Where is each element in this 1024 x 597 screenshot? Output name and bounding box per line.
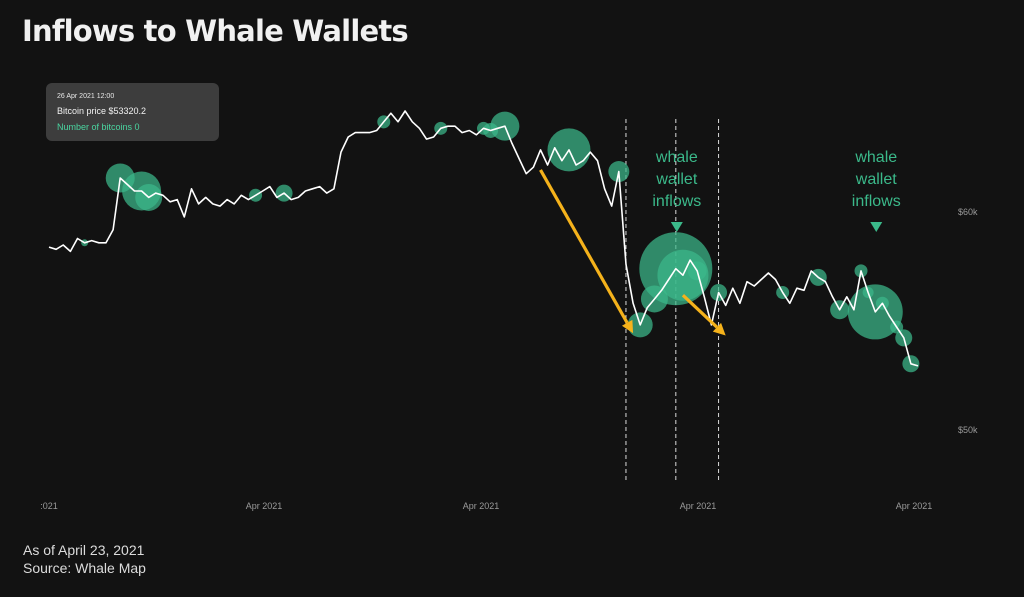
arrow-head: [712, 322, 726, 336]
decline-arrow-1: [539, 169, 634, 334]
annotation-text: wallet: [655, 171, 697, 188]
x-tick-label: Apr 2021: [896, 501, 933, 511]
y-tick-label: $50k: [958, 425, 978, 435]
axes: :021 Apr 2021 Apr 2021 Apr 2021 Apr 2021 $60k…: [40, 207, 978, 511]
x-tick-label: Apr 2021: [680, 501, 717, 511]
tooltip-price: Bitcoin price $53320.2: [57, 106, 147, 116]
inflow-bubbles: [81, 111, 920, 373]
annotation-2: whale wallet inflows: [852, 149, 901, 232]
price-line: [48, 110, 919, 367]
x-tick-label: :021: [40, 501, 58, 511]
decline-arrow-2: [681, 294, 726, 336]
annotations: whale wallet inflows whale wallet inflows: [652, 149, 901, 232]
source: Source: Whale Map: [23, 560, 146, 576]
decline-arrows: [539, 169, 726, 336]
chevron-down-icon: [870, 222, 883, 232]
y-tick-label: $60k: [958, 207, 978, 217]
footnote: As of April 23, 2021 Source: Whale Map: [23, 541, 146, 577]
tooltip-date: 26 Apr 2021 12:00: [57, 93, 115, 100]
tooltip-count: Number of bitcoins 0: [57, 122, 140, 132]
annotation-text: inflows: [652, 193, 701, 210]
as-of-date: As of April 23, 2021: [23, 542, 145, 558]
annotation-text: whale: [854, 149, 897, 166]
arrow-shaft: [539, 169, 629, 324]
annotation-text: whale: [655, 149, 698, 166]
x-tick-label: Apr 2021: [463, 501, 500, 511]
chart-title: Inflows to Whale Wallets: [22, 14, 409, 48]
annotation-text: inflows: [852, 193, 901, 210]
arrow-head: [621, 319, 634, 334]
price-line-group: [48, 110, 919, 367]
arrow-shaft: [681, 294, 719, 329]
annotation-1: whale wallet inflows: [652, 149, 701, 232]
annotation-text: wallet: [855, 171, 897, 188]
x-tick-label: Apr 2021: [246, 501, 283, 511]
chevron-down-icon: [670, 222, 683, 232]
tooltip: 26 Apr 2021 12:00 Bitcoin price $53320.2…: [46, 83, 219, 141]
